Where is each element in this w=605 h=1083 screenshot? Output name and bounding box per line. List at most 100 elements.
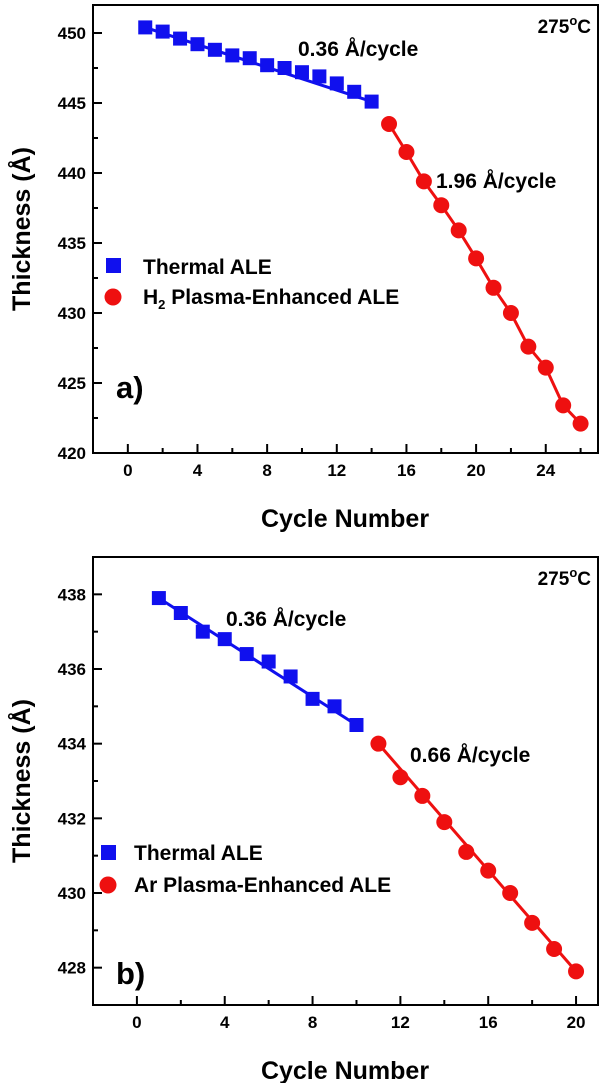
data-point-circle-b-1-5 bbox=[480, 862, 497, 879]
data-point-circle-b-1-4 bbox=[458, 843, 475, 860]
data-point-circle-a-1-9 bbox=[537, 359, 554, 376]
y-tick-label-b-438: 438 bbox=[58, 585, 86, 604]
data-point-square-a-0-3 bbox=[190, 37, 205, 52]
data-point-circle-a-1-11 bbox=[572, 415, 589, 432]
data-point-square-b-0-6 bbox=[283, 669, 298, 684]
rate-annotation-plasma-a: 1.96 Å/cycle bbox=[436, 169, 556, 193]
data-point-square-b-0-3 bbox=[217, 632, 232, 647]
data-point-square-a-0-10 bbox=[312, 69, 327, 84]
data-point-square-a-0-8 bbox=[277, 61, 292, 75]
x-tick-label-a-0: 0 bbox=[123, 461, 132, 480]
temperature-value-b: 275 bbox=[538, 569, 570, 590]
data-point-square-a-0-4 bbox=[207, 42, 222, 57]
data-point-circle-b-1-6 bbox=[502, 885, 519, 901]
x-tick-label-a-8: 8 bbox=[262, 461, 271, 480]
legend-label-plasma-a-subscript: 2 bbox=[158, 297, 165, 312]
panel-label-a: a) bbox=[116, 370, 144, 405]
data-point-square-b-0-4 bbox=[239, 647, 254, 662]
y-tick-label-a-445: 445 bbox=[58, 94, 86, 113]
legend-a: Thermal ALE H2 Plasma-Enhanced ALE bbox=[104, 256, 399, 312]
legend-label-plasma-a: H2 Plasma-Enhanced ALE bbox=[143, 286, 399, 312]
y-axis-title-a: Thickness (Å) bbox=[7, 147, 36, 311]
data-point-square-b-0-1 bbox=[173, 606, 188, 620]
data-point-square-b-0-8 bbox=[327, 699, 342, 714]
temperature-unit-b: C bbox=[577, 569, 591, 590]
fit-lines-b bbox=[158, 596, 578, 973]
data-point-circle-a-1-3 bbox=[433, 197, 450, 214]
temperature-label-a: 275oC bbox=[538, 13, 592, 38]
x-tick-label-a-4: 4 bbox=[193, 461, 203, 480]
data-point-circle-a-1-0 bbox=[381, 116, 398, 132]
legend-marker-thermal-a bbox=[106, 258, 121, 273]
x-axis-title-b: Cycle Number bbox=[261, 1057, 429, 1083]
y-tick-label-b-430: 430 bbox=[58, 884, 86, 903]
data-point-square-b-0-2 bbox=[195, 624, 210, 639]
temperature-value-a: 275 bbox=[538, 17, 570, 38]
data-point-circle-a-1-5 bbox=[468, 250, 485, 267]
legend-label-thermal-b: Thermal ALE bbox=[134, 842, 263, 865]
data-point-square-a-0-6 bbox=[242, 51, 257, 66]
data-point-square-b-0-5 bbox=[261, 654, 276, 669]
y-tick-label-b-428: 428 bbox=[58, 959, 86, 978]
data-point-circle-b-1-0 bbox=[370, 735, 387, 752]
data-point-circle-b-1-9 bbox=[568, 963, 585, 980]
data-point-circle-a-1-4 bbox=[450, 222, 467, 239]
y-tick-label-b-434: 434 bbox=[58, 735, 87, 754]
data-point-square-a-0-7 bbox=[260, 58, 275, 73]
tick-group-b: 0 4 8 12 16 20 428 430 432 434 436 438 bbox=[58, 556, 586, 1032]
x-tick-label-b-0: 0 bbox=[132, 1013, 141, 1032]
data-point-circle-a-1-8 bbox=[520, 338, 537, 355]
x-tick-label-b-12: 12 bbox=[391, 1013, 410, 1032]
panel-label-b: b) bbox=[116, 956, 145, 991]
tick-group-a: 0 4 8 12 16 20 24 420 425 430 435 440 445 450 bbox=[58, 24, 582, 480]
data-point-circle-b-1-7 bbox=[524, 914, 541, 931]
legend-label-thermal-a: Thermal ALE bbox=[143, 256, 272, 279]
y-axis-title-b: Thickness (Å) bbox=[7, 699, 36, 863]
data-point-circle-a-1-10 bbox=[555, 397, 572, 414]
chart-panel-a: 0 4 8 12 16 20 24 420 425 430 435 440 445 450 Cycle N… bbox=[7, 4, 599, 533]
data-point-circle-a-1-6 bbox=[485, 279, 502, 296]
y-tick-label-a-450: 450 bbox=[58, 24, 86, 43]
data-point-square-a-0-9 bbox=[294, 65, 309, 80]
legend-label-plasma-a-part2: Plasma-Enhanced ALE bbox=[165, 286, 399, 309]
fit-lines-a bbox=[144, 25, 582, 425]
x-tick-label-a-24: 24 bbox=[536, 461, 555, 480]
y-tick-label-a-435: 435 bbox=[58, 234, 86, 253]
x-tick-label-b-16: 16 bbox=[479, 1013, 498, 1032]
data-point-circle-b-1-3 bbox=[436, 814, 453, 831]
data-point-square-a-0-13 bbox=[364, 94, 379, 109]
legend-marker-plasma-a bbox=[104, 288, 122, 306]
temperature-degree-b: o bbox=[569, 565, 577, 580]
legend-b: Thermal ALE Ar Plasma-Enhanced ALE bbox=[99, 842, 391, 897]
data-point-circle-a-1-7 bbox=[502, 305, 519, 321]
y-tick-label-a-440: 440 bbox=[58, 164, 86, 183]
data-point-circle-b-1-1 bbox=[392, 769, 409, 786]
data-point-square-b-0-0 bbox=[151, 591, 166, 606]
chart-panel-b: 0 4 8 12 16 20 428 430 432 434 436 438 Cycle Number… bbox=[7, 556, 599, 1083]
temperature-unit-a: C bbox=[577, 17, 591, 38]
x-tick-label-a-12: 12 bbox=[327, 461, 346, 480]
data-point-circle-b-1-2 bbox=[414, 787, 431, 804]
y-tick-label-b-436: 436 bbox=[58, 660, 86, 679]
y-tick-label-b-432: 432 bbox=[58, 809, 86, 828]
data-point-square-b-0-7 bbox=[305, 691, 320, 706]
fit-line-b-1 bbox=[377, 742, 578, 973]
x-tick-label-a-16: 16 bbox=[397, 461, 416, 480]
data-point-square-a-0-0 bbox=[138, 20, 153, 35]
data-marks-b bbox=[151, 591, 585, 980]
x-tick-label-b-8: 8 bbox=[308, 1013, 317, 1032]
data-point-circle-a-1-2 bbox=[415, 173, 432, 190]
temperature-label-b: 275oC bbox=[538, 565, 592, 590]
data-marks-a bbox=[138, 20, 589, 432]
legend-label-plasma-a-part1: H bbox=[143, 286, 158, 309]
rate-annotation-thermal-b: 0.36 Å/cycle bbox=[226, 607, 346, 631]
data-point-square-a-0-11 bbox=[329, 76, 344, 91]
y-tick-label-a-425: 425 bbox=[58, 374, 86, 393]
y-tick-label-a-420: 420 bbox=[58, 444, 86, 463]
temperature-degree-a: o bbox=[569, 13, 577, 28]
legend-marker-plasma-b bbox=[99, 876, 117, 894]
data-point-square-a-0-1 bbox=[155, 24, 170, 39]
rate-annotation-plasma-b: 0.66 Å/cycle bbox=[410, 743, 530, 767]
x-axis-title-a: Cycle Number bbox=[261, 505, 429, 533]
x-tick-label-b-20: 20 bbox=[567, 1013, 586, 1032]
